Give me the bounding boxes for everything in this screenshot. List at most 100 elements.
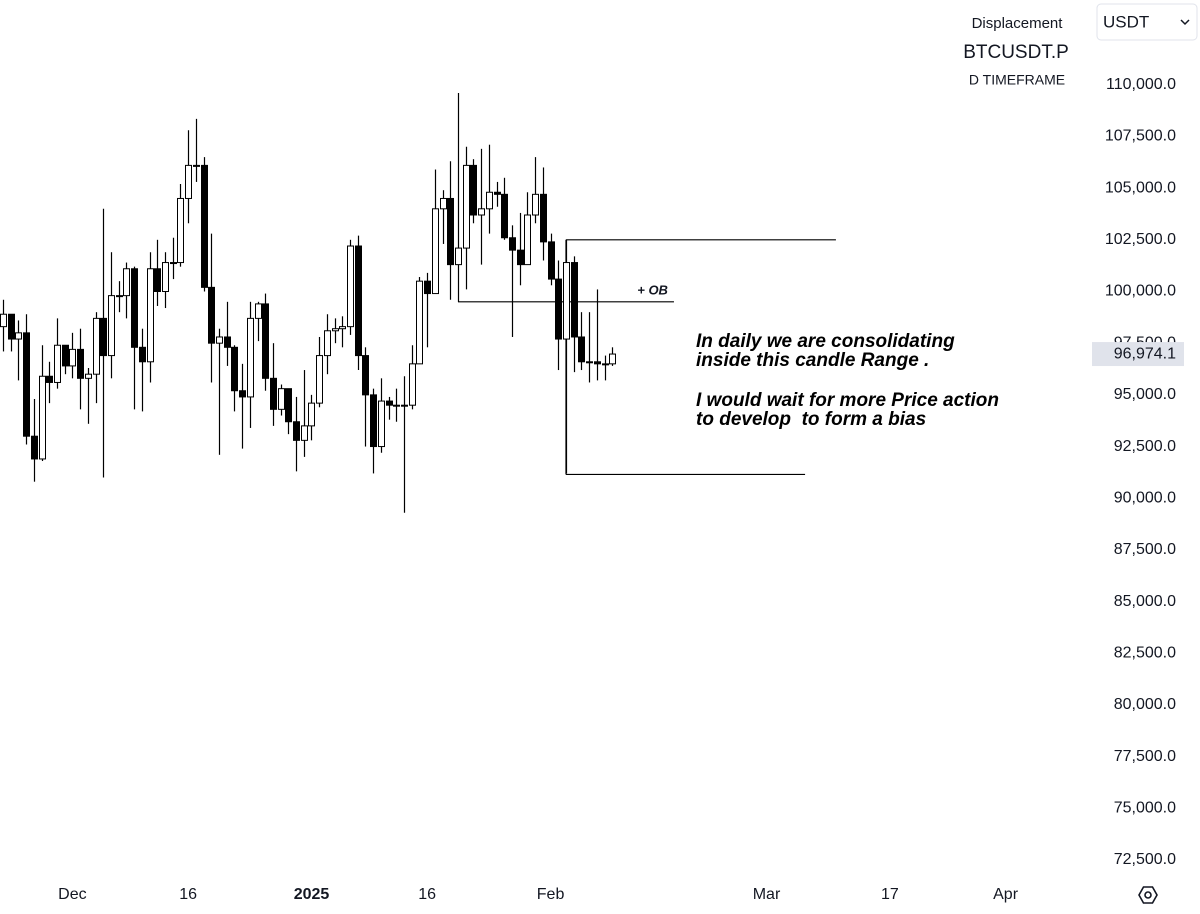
candle-body [285,388,292,423]
candle-body [131,268,138,348]
candle-body [440,197,447,210]
candle-body [316,355,323,404]
candle-body [548,241,555,280]
candle-body [432,208,439,295]
currency[interactable]: USDT [1103,12,1149,31]
currency-dropdown[interactable]: USDT [1096,3,1198,41]
candle-body [162,262,169,292]
chart-title: Displacement [972,15,1064,32]
candle-body [54,344,61,383]
y-tick-label: 92,500.0 [1114,438,1176,455]
candle-body [524,214,531,266]
level-label: + OB [637,282,668,297]
candle-body [262,303,269,379]
note-line: I would wait for more Price action [696,390,999,411]
settings-icon[interactable] [1138,886,1158,904]
candle-body [100,317,107,357]
candle-body [486,191,493,210]
candle-body [239,390,246,398]
chevron[interactable] [1180,19,1190,26]
candle-body [455,247,462,266]
y-tick-label: 102,500.0 [1105,231,1176,248]
y-tick-label: 90,000.0 [1114,489,1176,506]
x-tick-label: 16 [179,886,197,903]
candle-body [362,355,369,396]
candle-body [8,313,15,340]
candle-body [586,361,593,364]
candle-body [370,394,377,448]
dropdown-box[interactable] [1096,3,1198,41]
candle-body [355,245,362,357]
x-tick-label: 2025 [294,886,330,903]
candle-body [578,336,585,363]
candle-body [116,295,123,298]
y-tick-label: 100,000.0 [1105,283,1176,300]
candle-body [193,164,200,167]
y-tick-label: 107,500.0 [1105,128,1176,145]
candle-body [447,197,454,266]
candle-body [339,326,346,330]
candle-body [563,262,570,340]
candle-body [463,164,470,249]
settings-button[interactable] [1138,886,1158,904]
candle-body [332,328,339,332]
candle-body [224,336,231,348]
candle-body [15,332,22,340]
candle-body [393,404,400,407]
candle-body [247,317,254,398]
candle-body [555,278,562,340]
y-tick-label: 110,000.0 [1106,76,1176,93]
candle-body [255,303,262,319]
y-tick-label: 77,500.0 [1114,748,1176,765]
x-tick-label: 16 [418,886,436,903]
last-price-box [1092,342,1184,367]
y-tick-label: 80,000.0 [1114,696,1176,713]
candle-body [123,268,130,297]
y-tick-label: 75,000.0 [1114,800,1176,817]
x-tick-label: 17 [881,886,899,903]
candle-body [401,404,408,407]
chart-subtitle: D TIMEFRAME [969,72,1065,88]
candle-body [201,164,208,288]
candle-body [501,193,508,239]
candle-body [494,191,501,195]
candle-body [301,425,308,441]
candle-body [0,313,7,328]
candle-body [278,388,285,410]
candle-body [23,332,30,437]
last-price-label: 96,974.1 [1114,345,1176,362]
candle-body [147,268,154,363]
candle-body [594,361,601,365]
y-tick-label: 87,500.0 [1114,541,1176,558]
candle-body [532,193,539,216]
candle-body [517,249,524,266]
candle-body [409,363,416,406]
candle-body [208,286,215,344]
candle-body [216,336,223,344]
y-tick-label: 105,000.0 [1105,179,1176,196]
candle-body [293,421,300,441]
candle-body [170,262,177,265]
candle-body [347,245,354,328]
candle-body [478,208,485,216]
candle-body [231,346,238,392]
candle-body [324,330,331,357]
candle-body [609,353,616,365]
x-tick-label: Feb [537,886,565,903]
y-tick-label: 95,000.0 [1114,386,1176,403]
settings-icon-center[interactable] [1144,891,1152,899]
candle-body [571,262,578,338]
candle-body [62,344,69,367]
candle-body [424,280,431,295]
candle-body [185,164,192,199]
note-line: In daily we are consolidating [696,331,955,352]
note-line: inside this candle Range . [696,350,929,371]
candle-body [602,363,609,366]
candle-body [154,268,161,292]
x-tick-label: Dec [58,886,86,903]
candle-body [386,400,393,406]
candle-body [470,164,477,216]
